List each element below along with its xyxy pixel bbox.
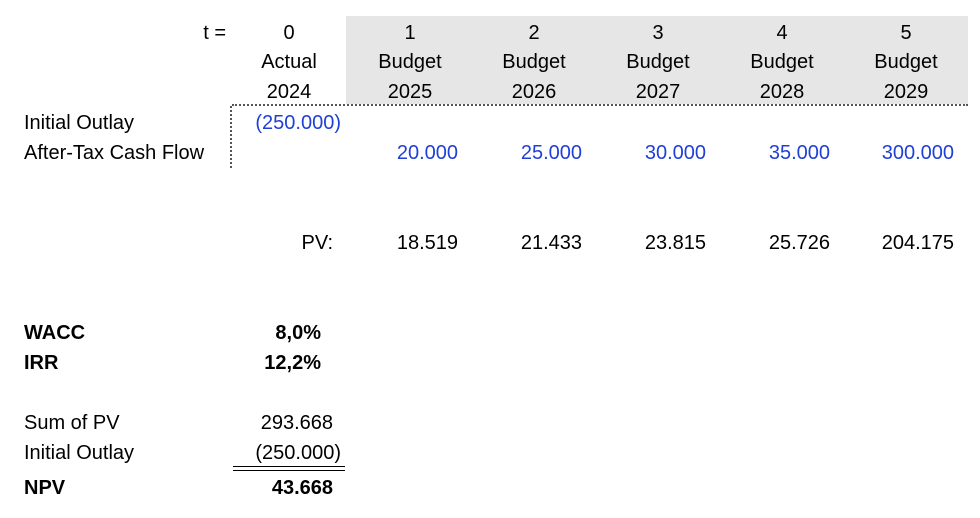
period-0: 0 — [283, 22, 295, 44]
sum-pv-value: 293.668 — [260, 412, 333, 434]
cash-flow-3[interactable]: 30.000 — [644, 142, 706, 164]
type-3: Budget — [626, 51, 690, 73]
pv-4: 25.726 — [768, 232, 830, 254]
t-label: t = — [203, 22, 226, 44]
summary-initial-outlay-value: (250.000) — [255, 442, 341, 464]
pv-1: 18.519 — [396, 232, 458, 254]
year-1: 2025 — [387, 81, 433, 103]
type-4: Budget — [750, 51, 814, 73]
double-underline-top — [233, 466, 345, 467]
type-5: Budget — [874, 51, 938, 73]
budget-header-shade — [346, 16, 968, 104]
type-2: Budget — [502, 51, 566, 73]
initial-outlay-label: Initial Outlay — [24, 112, 135, 134]
pv-label: PV: — [301, 232, 334, 254]
npv-label: NPV — [24, 477, 66, 499]
wacc-value: 8,0% — [275, 322, 321, 344]
year-5: 2029 — [883, 81, 929, 103]
initial-outlay-input[interactable]: (250.000) — [255, 112, 341, 134]
sum-pv-label: Sum of PV — [24, 412, 120, 434]
cash-flow-label: After-Tax Cash Flow — [24, 142, 205, 164]
pv-5: 204.175 — [881, 232, 954, 254]
cash-flow-4[interactable]: 35.000 — [768, 142, 830, 164]
type-1: Budget — [378, 51, 442, 73]
period-5: 5 — [900, 22, 912, 44]
irr-label: IRR — [24, 352, 59, 374]
year-0: 2024 — [266, 81, 312, 103]
pv-3: 23.815 — [644, 232, 706, 254]
period-4: 4 — [776, 22, 788, 44]
input-range-border-left — [230, 106, 232, 168]
period-1: 1 — [404, 22, 416, 44]
cash-flow-5[interactable]: 300.000 — [881, 142, 954, 164]
period-2: 2 — [528, 22, 540, 44]
year-4: 2028 — [759, 81, 805, 103]
cash-flow-1[interactable]: 20.000 — [396, 142, 458, 164]
pv-2: 21.433 — [520, 232, 582, 254]
wacc-label: WACC — [24, 322, 86, 344]
cash-flow-2[interactable]: 25.000 — [520, 142, 582, 164]
type-0: Actual — [261, 51, 317, 73]
double-underline-bottom — [233, 470, 345, 471]
year-2: 2026 — [511, 81, 557, 103]
input-range-border-top — [232, 104, 968, 106]
summary-initial-outlay-label: Initial Outlay — [24, 442, 135, 464]
irr-value: 12,2% — [264, 352, 321, 374]
npv-value: 43.668 — [271, 477, 333, 499]
period-3: 3 — [652, 22, 664, 44]
year-3: 2027 — [635, 81, 681, 103]
